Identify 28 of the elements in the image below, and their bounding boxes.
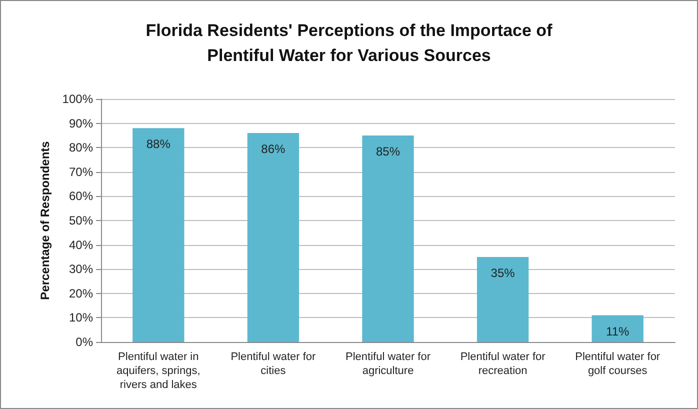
bar (592, 315, 644, 342)
data-label: 85% (376, 144, 400, 158)
y-tick-label: 80% (68, 140, 94, 155)
y-tick-label: 0% (76, 335, 94, 349)
y-tick-label: 60% (68, 189, 94, 204)
y-tick-label: 40% (68, 238, 94, 252)
bar (476, 256, 529, 342)
y-tick-label: 70% (68, 164, 94, 179)
y-tick-label: 30% (68, 262, 94, 276)
bar (362, 135, 414, 342)
data-label: 11% (606, 324, 630, 338)
data-label: 86% (261, 142, 286, 156)
y-axis-title: Percentage of Respondents (38, 140, 52, 300)
x-tick-label: Plentiful water for recreation (460, 351, 546, 377)
x-tick-label: Plentiful water in aquifers, springs, rivers and lakes (116, 351, 200, 391)
x-tick-label: Plentiful water for golf courses (575, 351, 660, 377)
y-tick-label: 90% (68, 116, 94, 130)
chart-title: Florida Residents' Perceptions of the Importace of Plentiful Water for Various Sources (146, 21, 553, 65)
y-tick-label: 50% (68, 214, 94, 228)
x-tick-label: Plentiful water for cities (230, 351, 316, 377)
bar (247, 133, 300, 342)
x-tick-label: Plentiful water for agriculture (346, 351, 431, 377)
y-tick-label: 10% (68, 310, 94, 325)
bar (132, 128, 184, 342)
y-tick-label: 100% (62, 92, 94, 106)
data-label: 88% (146, 137, 171, 152)
data-label: 35% (490, 266, 516, 280)
y-tick-label: 20% (68, 286, 94, 300)
